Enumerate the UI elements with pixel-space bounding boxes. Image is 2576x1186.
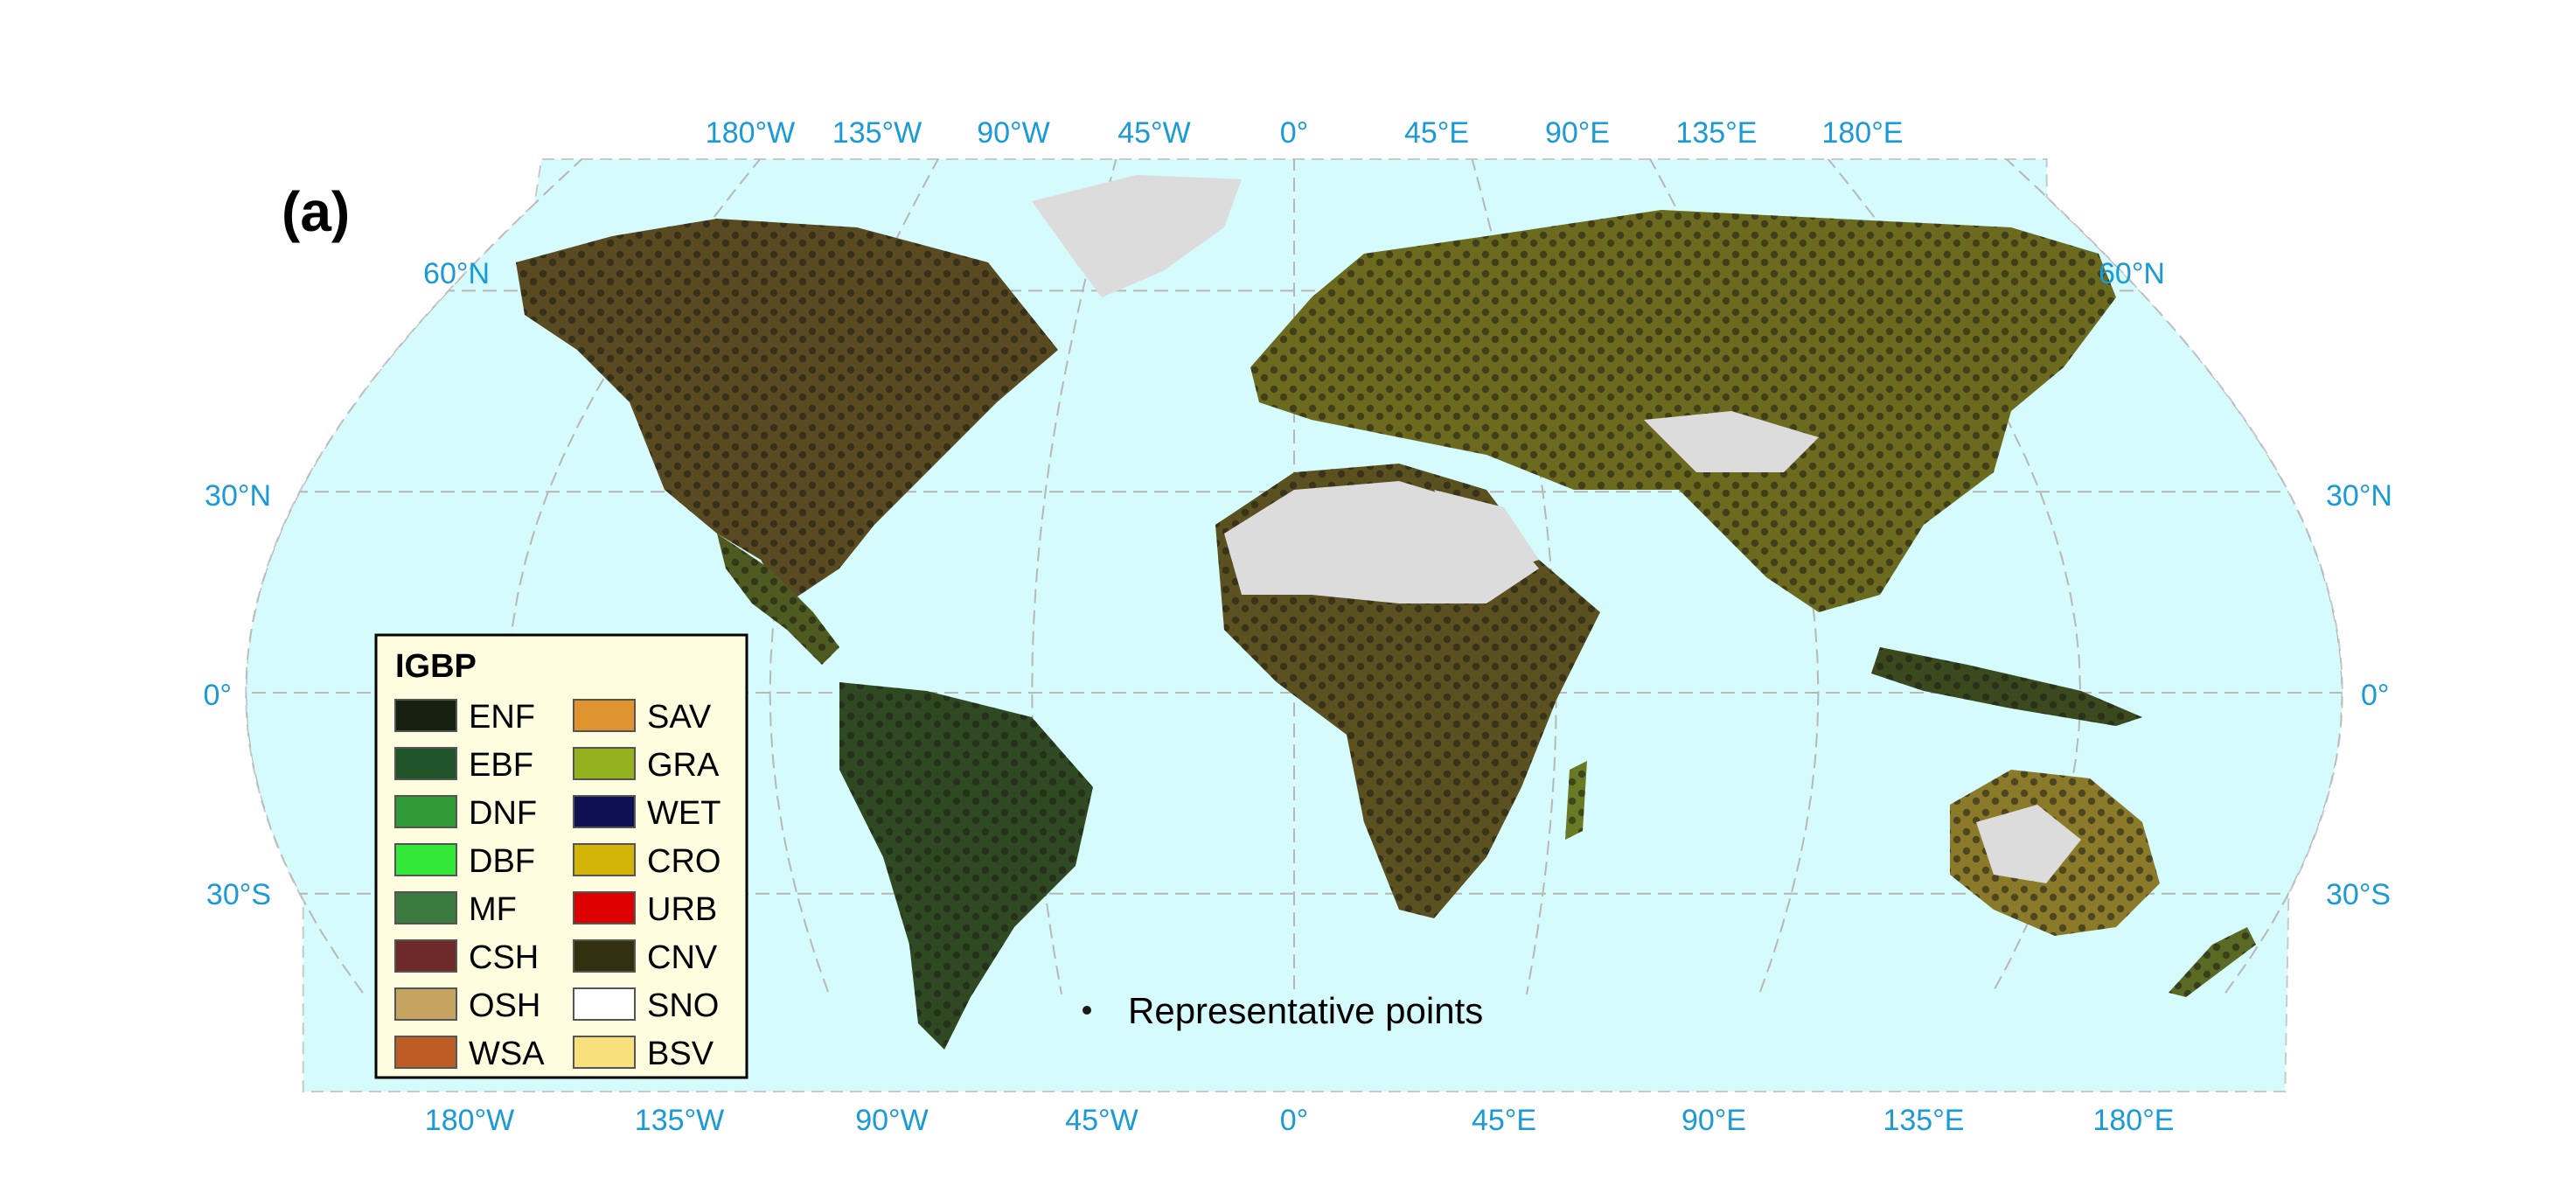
bare-region bbox=[1644, 411, 1819, 472]
point-marker-icon bbox=[1083, 1006, 1091, 1015]
europe-asia-points bbox=[1250, 210, 2116, 612]
panel-label: (a) bbox=[282, 180, 350, 243]
madagascar-points bbox=[1565, 761, 1587, 840]
central-america-points bbox=[717, 534, 839, 665]
legend-swatch-csh bbox=[394, 939, 457, 973]
legend-swatch-enf bbox=[394, 699, 457, 732]
legend-label-wet: WET bbox=[647, 795, 721, 832]
legend-label-dnf: DNF bbox=[469, 795, 537, 832]
bottom-lon-tick: 0° bbox=[1280, 1104, 1309, 1137]
land-cover bbox=[516, 175, 2256, 1050]
legend-label-gra: GRA bbox=[647, 747, 720, 784]
legend-label-wsa: WSA bbox=[469, 1036, 545, 1072]
top-lon-tick: 90°E bbox=[1545, 116, 1610, 150]
left-lat-tick: 0° bbox=[203, 679, 232, 712]
legend-label-ebf: EBF bbox=[469, 747, 533, 784]
bottom-lon-tick: 45°E bbox=[1472, 1104, 1536, 1137]
igbp-legend: IGBP ENF EBF DNF DBF MF CSH OSH WSA SAV GRA WET CRO… bbox=[374, 633, 748, 1079]
representative-points-label: Representative points bbox=[1128, 990, 1483, 1031]
left-lat-tick: 30°N bbox=[205, 479, 271, 513]
legend-swatch-ebf bbox=[394, 747, 457, 780]
legend-swatch-osh bbox=[394, 987, 457, 1021]
legend-label-osh: OSH bbox=[469, 987, 540, 1024]
legend-label-enf: ENF bbox=[469, 699, 535, 736]
legend-swatch-sno bbox=[573, 987, 636, 1021]
right-lat-tick: 30°S bbox=[2326, 878, 2391, 911]
top-lon-tick: 45°W bbox=[1117, 116, 1191, 150]
right-lat-tick: 30°N bbox=[2326, 479, 2392, 513]
top-lon-tick: 0° bbox=[1280, 116, 1309, 150]
legend-swatch-cro bbox=[573, 843, 636, 876]
left-lat-tick: 30°S bbox=[206, 878, 271, 911]
legend-label-bsv: BSV bbox=[647, 1036, 714, 1072]
legend-swatch-gra bbox=[573, 747, 636, 780]
bottom-lon-tick: 135°E bbox=[1883, 1104, 1964, 1137]
legend-label-sav: SAV bbox=[647, 699, 712, 736]
north-america-points bbox=[516, 219, 1058, 603]
bottom-lon-tick: 180°W bbox=[425, 1104, 514, 1137]
top-lon-tick: 135°E bbox=[1675, 116, 1757, 150]
top-lon-tick: 45°E bbox=[1404, 116, 1469, 150]
new-zealand-points bbox=[2169, 927, 2256, 997]
legend-label-mf: MF bbox=[469, 891, 517, 928]
right-lat-tick: 0° bbox=[2361, 679, 2390, 712]
legend-label-csh: CSH bbox=[469, 939, 539, 976]
legend-label-sno: SNO bbox=[647, 987, 719, 1024]
legend-swatch-mf bbox=[394, 891, 457, 924]
bottom-lon-tick: 90°W bbox=[855, 1104, 929, 1137]
tick-labels: 180°W 135°W 90°W 45°W 0° 45°E 90°E 135°E 180°E 18… bbox=[203, 116, 2392, 1137]
legend-label-cnv: CNV bbox=[647, 939, 718, 976]
bottom-lon-tick: 45°W bbox=[1065, 1104, 1138, 1137]
bottom-lon-tick: 180°E bbox=[2092, 1104, 2174, 1137]
legend-swatch-urb bbox=[573, 891, 636, 924]
legend-swatch-wsa bbox=[394, 1036, 457, 1069]
legend-swatch-dbf bbox=[394, 843, 457, 876]
meridian-line bbox=[246, 159, 585, 995]
bare-region bbox=[1434, 490, 1539, 577]
legend-swatch-bsv bbox=[573, 1036, 636, 1069]
southeast-asia-islands-points bbox=[1871, 647, 2142, 726]
legend-label-urb: URB bbox=[647, 891, 717, 928]
greenland-landmass bbox=[1032, 175, 1242, 297]
legend-title: IGBP bbox=[395, 648, 477, 685]
legend-swatch-cnv bbox=[573, 939, 636, 973]
right-lat-tick: 60°N bbox=[2099, 257, 2165, 290]
legend-swatch-sav bbox=[573, 699, 636, 732]
bare-region bbox=[1976, 805, 2081, 883]
top-lon-tick: 135°W bbox=[832, 116, 922, 150]
top-lon-tick: 180°E bbox=[1821, 116, 1903, 150]
legend-label-cro: CRO bbox=[647, 843, 721, 880]
top-lon-tick: 180°W bbox=[706, 116, 795, 150]
bottom-lon-tick: 135°W bbox=[635, 1104, 724, 1137]
south-america-points bbox=[839, 682, 1093, 1050]
legend-label-dbf: DBF bbox=[469, 843, 535, 880]
meridian-line bbox=[2003, 159, 2343, 995]
legend-swatch-dnf bbox=[394, 795, 457, 828]
bottom-lon-tick: 90°E bbox=[1681, 1104, 1746, 1137]
top-lon-tick: 90°W bbox=[977, 116, 1050, 150]
representative-points-legend: Representative points bbox=[1083, 990, 1483, 1031]
legend-swatch-wet bbox=[573, 795, 636, 828]
left-lat-tick: 60°N bbox=[423, 257, 490, 290]
